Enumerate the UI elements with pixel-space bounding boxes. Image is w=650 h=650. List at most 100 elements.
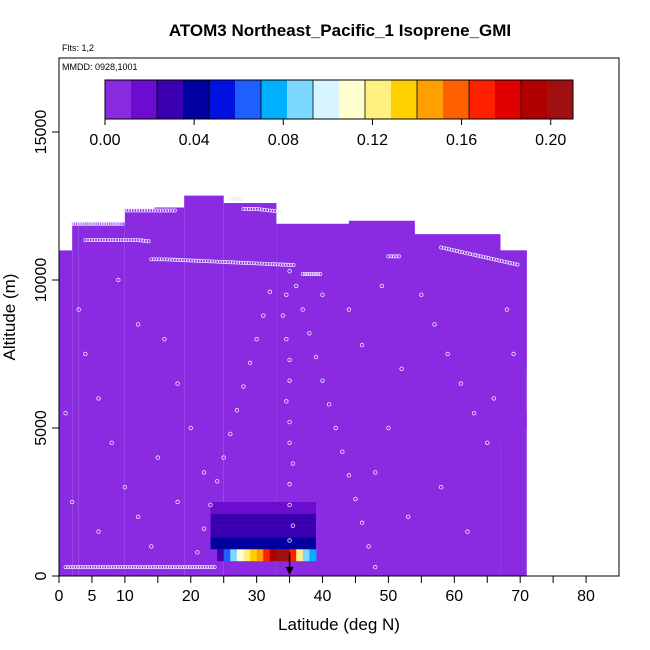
track-point — [510, 261, 515, 266]
track-point — [63, 565, 68, 570]
track-point — [85, 221, 90, 226]
track-point — [244, 207, 249, 211]
x-tick-label: 0 — [55, 588, 64, 605]
track-point — [159, 208, 164, 213]
track-point — [96, 221, 101, 226]
track-point — [262, 207, 267, 212]
profile-point — [201, 526, 207, 531]
track-point — [144, 208, 148, 213]
track-point — [252, 261, 256, 266]
track-point — [212, 259, 217, 264]
colorbar-tick-label: 0.12 — [357, 132, 388, 149]
profile-point — [254, 337, 259, 342]
colorbar-swatch — [131, 80, 158, 119]
colorbar: 0.00 0.04 0.08 0.12 0.16 0.20 — [89, 79, 574, 149]
track-point — [311, 272, 316, 277]
track-point — [185, 565, 190, 570]
track-point — [478, 254, 483, 259]
track-point — [136, 238, 141, 242]
profile-point — [346, 307, 352, 312]
track-point — [146, 208, 151, 213]
colorbar-swatch — [235, 80, 262, 119]
track-point — [90, 565, 95, 570]
track-point — [114, 221, 119, 226]
track-point — [230, 196, 235, 201]
track-point — [96, 238, 101, 242]
enhanced-cell — [210, 537, 316, 550]
track-point — [73, 565, 78, 570]
track-point — [502, 259, 507, 264]
profile-point — [175, 381, 180, 386]
field-edge — [348, 220, 527, 577]
track-point — [497, 258, 502, 263]
track-point — [454, 249, 459, 253]
colorbar-swatch — [417, 80, 444, 119]
profile-point — [386, 425, 391, 431]
surface-cell — [276, 549, 284, 562]
track-point — [180, 258, 185, 263]
colorbar-swatch — [287, 80, 314, 119]
profile-point — [504, 307, 510, 312]
track-point — [112, 238, 117, 242]
profile-point — [300, 307, 305, 312]
track-point — [173, 208, 177, 213]
profile-point — [155, 455, 161, 460]
track-point — [270, 262, 275, 267]
profile-point — [287, 440, 292, 445]
track-point — [196, 258, 201, 263]
track-point — [98, 221, 103, 226]
x-tick-label: 40 — [314, 588, 332, 605]
track-point — [273, 262, 278, 267]
profile-point — [287, 357, 292, 363]
profile-point — [287, 378, 292, 383]
track-point — [233, 260, 238, 265]
field-column — [78, 222, 125, 576]
profile-point — [221, 455, 226, 460]
colorbar-swatch — [183, 80, 210, 119]
track-point — [259, 261, 264, 266]
profile-point — [284, 292, 289, 297]
surface-cell — [217, 549, 225, 562]
field-column — [72, 222, 79, 576]
track-point — [167, 565, 172, 570]
profile-point — [353, 496, 358, 502]
track-point — [244, 261, 249, 265]
track-point — [83, 565, 88, 570]
track-point — [515, 262, 520, 267]
track-point — [133, 208, 138, 213]
track-point — [79, 221, 83, 226]
track-point — [259, 207, 264, 212]
profile-point — [511, 351, 516, 357]
profile-point — [491, 396, 497, 401]
track-point — [309, 272, 314, 277]
track-point — [95, 565, 100, 570]
profile-point — [188, 425, 193, 431]
colorbar-tick-label: 0.04 — [179, 132, 210, 149]
track-point — [468, 252, 473, 256]
track-point — [182, 565, 187, 570]
track-point — [74, 221, 79, 226]
track-point — [220, 259, 225, 264]
track-point — [257, 261, 262, 266]
profile-point — [445, 351, 450, 357]
track-point — [246, 207, 251, 211]
track-point — [481, 254, 486, 259]
profile-point — [320, 378, 325, 383]
track-point — [441, 246, 446, 250]
profile-point — [290, 461, 296, 466]
track-point — [239, 197, 244, 202]
track-point — [104, 238, 109, 242]
colorbar-swatch — [209, 80, 236, 119]
track-point — [180, 565, 185, 570]
surface-cell — [243, 549, 251, 562]
track-point — [204, 259, 209, 264]
field-column — [59, 250, 73, 576]
enhanced-cell — [210, 502, 316, 514]
profile-point — [175, 499, 180, 505]
track-point — [120, 238, 125, 242]
track-point — [83, 221, 88, 226]
track-point — [170, 208, 175, 213]
surface-cell — [250, 549, 258, 562]
profile-point — [465, 529, 470, 534]
track-point — [447, 247, 451, 252]
